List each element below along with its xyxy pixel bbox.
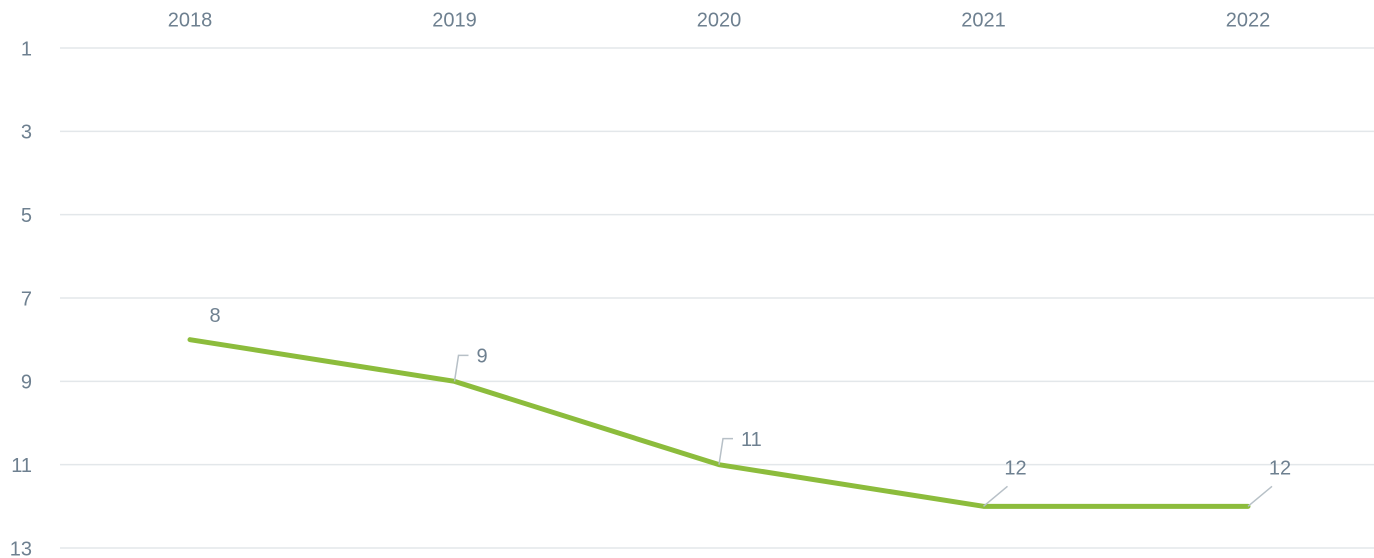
x-tick-label: 2020 (697, 9, 742, 31)
y-tick-label: 5 (21, 205, 32, 227)
leader-line (453, 354, 469, 382)
x-tick-label: 2019 (432, 9, 477, 31)
data-label: 12 (1269, 458, 1291, 480)
data-label: 9 (477, 346, 488, 368)
x-tick-label: 2021 (961, 9, 1006, 31)
y-tick-label: 9 (21, 372, 32, 394)
y-tick-label: 7 (21, 288, 32, 310)
leader-line (1247, 485, 1273, 507)
x-tick-label: 2022 (1226, 9, 1271, 31)
data-label: 8 (209, 305, 220, 327)
x-tick-label: 2018 (168, 9, 213, 31)
y-tick-label: 3 (21, 122, 32, 144)
y-tick-label: 13 (10, 538, 32, 558)
leader-line (718, 437, 733, 465)
y-tick-label: 1 (21, 38, 32, 60)
data-label: 12 (1004, 458, 1026, 480)
data-label: 11 (741, 429, 762, 451)
leader-line (983, 485, 1008, 507)
y-tick-label: 11 (11, 455, 32, 477)
line (187, 337, 1251, 509)
